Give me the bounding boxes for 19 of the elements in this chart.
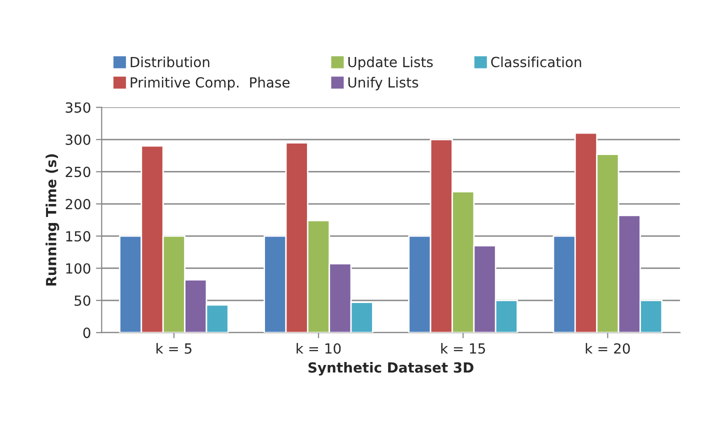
y-axis-title: Running Time (s) — [46, 154, 60, 286]
legend-label: Unify Lists — [348, 76, 418, 90]
y-tick-label: 50 — [74, 295, 90, 306]
y-tick-label: 250 — [66, 166, 90, 178]
y-tick-label: 200 — [66, 198, 90, 210]
legend-label: Classification — [491, 56, 582, 68]
legend-label: Primitive Comp. Phase — [130, 76, 290, 90]
x-tick-label: k = 15 — [441, 343, 485, 354]
legend-label: Distribution — [130, 56, 210, 68]
x-tick-label: k = 20 — [586, 343, 630, 354]
y-tick-label: 150 — [66, 231, 90, 242]
x-tick-label: k = 10 — [296, 343, 341, 354]
x-tick-label: k = 5 — [156, 343, 192, 354]
y-tick-label: 350 — [66, 102, 90, 113]
y-tick-label: 300 — [66, 134, 90, 146]
y-tick-label: 0 — [83, 328, 90, 338]
y-tick-label: 100 — [66, 263, 90, 274]
x-axis-title: Synthetic Dataset 3D — [308, 362, 474, 376]
legend-label: Update Lists — [348, 56, 433, 70]
